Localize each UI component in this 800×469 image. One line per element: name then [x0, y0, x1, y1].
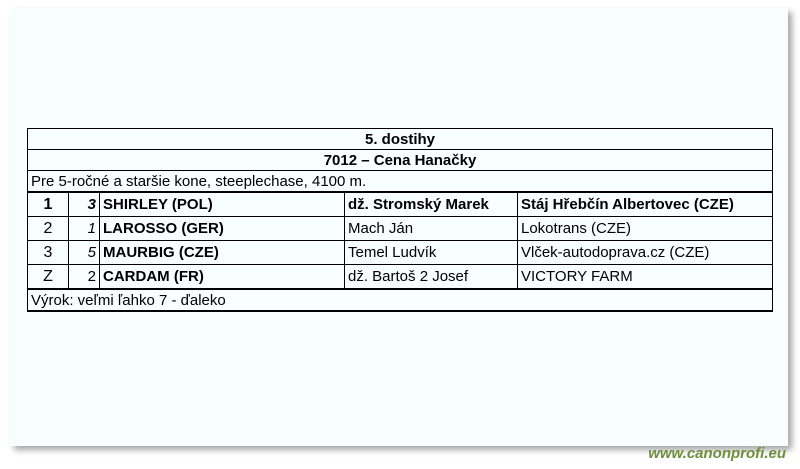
owner: Stáj Hřebčín Albertovec (CZE): [517, 191, 773, 217]
owner: VICTORY FARM: [517, 264, 773, 290]
race-verdict: Výrok: veľmi ľahko 7 - ďaleko: [27, 288, 773, 312]
table-row: 2 1 LAROSSO (GER) Mach Ján Lokotrans (CZ…: [27, 216, 773, 241]
table-row: 3 5 MAURBIG (CZE) Temel Ludvík Vlček-aut…: [27, 240, 773, 265]
horse: CARDAM (FR): [99, 264, 345, 290]
horse: LAROSSO (GER): [99, 216, 345, 241]
jockey: dž. Stromský Marek: [344, 191, 518, 217]
start-number: 5: [68, 240, 100, 265]
jockey: Mach Ján: [344, 216, 518, 241]
start-number: 2: [68, 264, 100, 290]
race-conditions: Pre 5-ročné a staršie kone, steeplechase…: [27, 170, 773, 193]
race-results-table: 5. dostihy 7012 – Cena Hanačky Pre 5-roč…: [27, 128, 773, 312]
horse: SHIRLEY (POL): [99, 191, 345, 217]
start-number: 1: [68, 216, 100, 241]
start-number: 3: [68, 191, 100, 217]
watermark: www.canonprofi.eu: [648, 445, 786, 462]
owner: Lokotrans (CZE): [517, 216, 773, 241]
table-row: 1 3 SHIRLEY (POL) dž. Stromský Marek Stá…: [27, 191, 773, 217]
jockey: Temel Ludvík: [344, 240, 518, 265]
place: 2: [27, 216, 69, 241]
place: 1: [27, 191, 69, 217]
race-title: 5. dostihy: [27, 128, 773, 150]
table-row: Z 2 CARDAM (FR) dž. Bartoš 2 Josef VICTO…: [27, 264, 773, 290]
horse: MAURBIG (CZE): [99, 240, 345, 265]
jockey: dž. Bartoš 2 Josef: [344, 264, 518, 290]
place: Z: [27, 264, 69, 290]
place: 3: [27, 240, 69, 265]
race-name: 7012 – Cena Hanačky: [27, 149, 773, 171]
owner: Vlček-autodoprava.cz (CZE): [517, 240, 773, 265]
